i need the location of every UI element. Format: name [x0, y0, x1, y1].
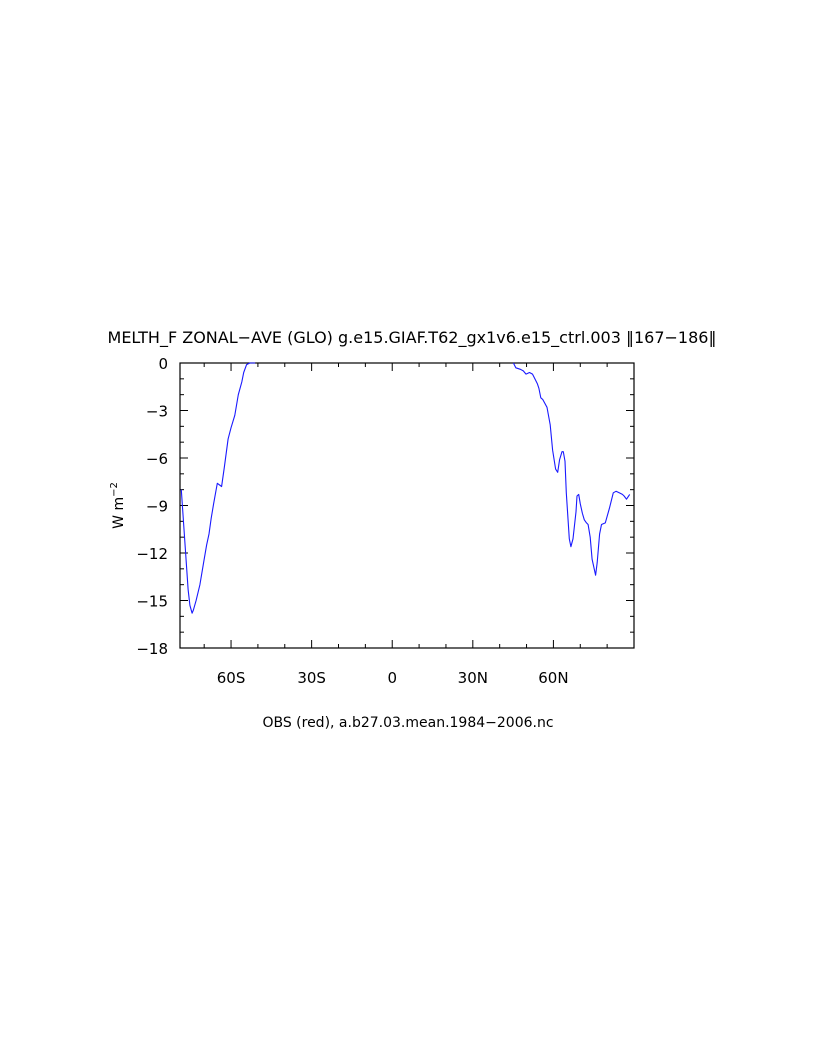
- x-tick-label: 30N: [458, 669, 488, 687]
- x-tick-label: 30S: [297, 669, 326, 687]
- y-tick-labels: 0 −3 −6 −9 −12 −15 −18: [136, 355, 168, 658]
- x-tick-label: 60N: [538, 669, 568, 687]
- plot-area-border: [179, 362, 635, 649]
- x-tick-label: 60S: [217, 669, 246, 687]
- plot-frame: [179, 362, 635, 649]
- y-tick-label: 0: [158, 355, 168, 373]
- data-series: [180, 362, 631, 614]
- series-line: [512, 362, 631, 576]
- y-tick-label: −15: [136, 593, 168, 611]
- x-axis-label: OBS (red), a.b27.03.mean.1984−2006.nc: [262, 715, 553, 731]
- y-tick-label: −3: [146, 403, 168, 421]
- y-tick-label: −6: [146, 450, 168, 468]
- x-tick-labels: 60S 30S 0 30N 60N: [217, 669, 569, 687]
- series-line: [180, 362, 256, 614]
- y-axis-label-exponent: −2: [109, 482, 120, 497]
- y-tick-label: −12: [136, 545, 168, 563]
- y-axis-label: W m−2: [109, 482, 127, 529]
- chart-title: MELTH_F ZONAL−AVE (GLO) g.e15.GIAF.T62_g…: [108, 328, 717, 348]
- y-axis-label-unit: W m: [111, 497, 127, 529]
- y-tick-label: −9: [146, 498, 168, 516]
- x-tick-label: 0: [387, 669, 397, 687]
- axis-ticks: [180, 362, 634, 649]
- y-tick-label: −18: [136, 640, 168, 658]
